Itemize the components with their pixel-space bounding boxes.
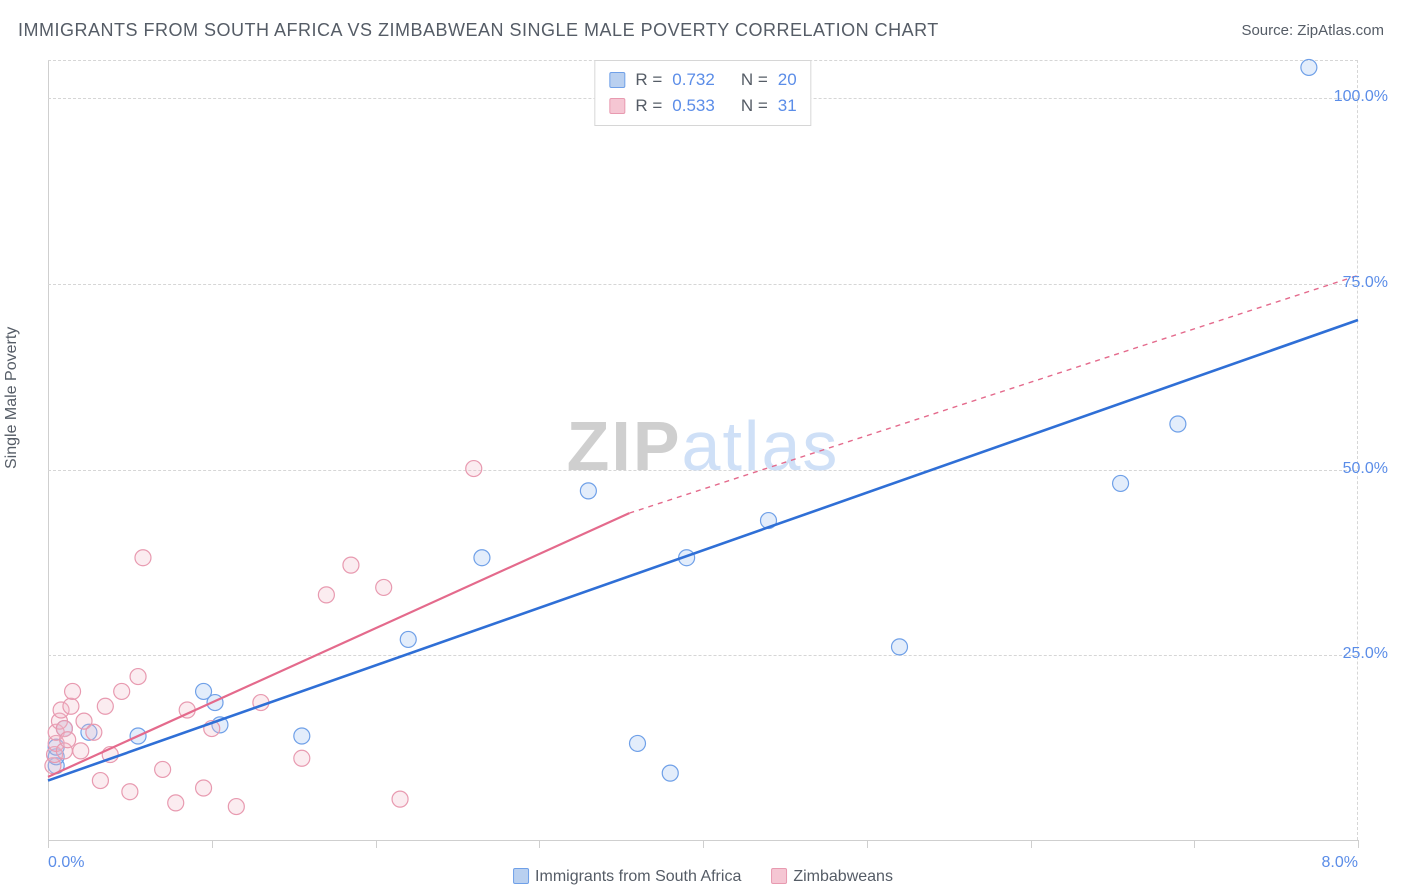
trend-line — [48, 320, 1358, 781]
stat-n-value: 20 — [778, 67, 797, 93]
x-tick — [1031, 840, 1032, 848]
scatter-point — [92, 773, 108, 789]
y-axis-label: Single Male Poverty — [3, 449, 21, 469]
x-tick-label: 0.0% — [48, 854, 84, 872]
legend-swatch — [513, 868, 529, 884]
scatter-point — [400, 631, 416, 647]
stats-row: R = 0.533 N = 31 — [609, 93, 796, 119]
scatter-point — [466, 461, 482, 477]
x-tick — [376, 840, 377, 848]
scatter-point — [376, 579, 392, 595]
scatter-point — [580, 483, 596, 499]
scatter-point — [392, 791, 408, 807]
stat-n-label: N = — [741, 67, 768, 93]
scatter-point — [343, 557, 359, 573]
scatter-point — [130, 669, 146, 685]
legend-swatch — [609, 98, 625, 114]
x-tick — [212, 840, 213, 848]
scatter-point — [1113, 475, 1129, 491]
scatter-point — [630, 735, 646, 751]
chart-title: IMMIGRANTS FROM SOUTH AFRICA VS ZIMBABWE… — [18, 20, 939, 41]
x-tick — [48, 840, 49, 848]
stats-row: R = 0.732 N = 20 — [609, 67, 796, 93]
trend-line — [48, 513, 629, 777]
bottom-legend: Immigrants from South Africa Zimbabweans — [513, 868, 893, 886]
x-tick — [867, 840, 868, 848]
legend-swatch — [609, 72, 625, 88]
legend-label: Zimbabweans — [793, 868, 893, 885]
scatter-point — [196, 780, 212, 796]
stats-legend-box: R = 0.732 N = 20 R = 0.533 N = 31 — [594, 60, 811, 126]
legend-item: Zimbabweans — [771, 868, 893, 886]
stat-r-value: 0.533 — [672, 93, 715, 119]
y-tick-label: 100.0% — [1334, 88, 1388, 106]
chart-svg — [48, 60, 1358, 840]
y-tick-label: 50.0% — [1343, 460, 1388, 478]
scatter-point — [135, 550, 151, 566]
scatter-point — [294, 728, 310, 744]
scatter-point — [114, 683, 130, 699]
stat-n-label: N = — [741, 93, 768, 119]
y-tick-label: 75.0% — [1343, 274, 1388, 292]
stat-r-label: R = — [635, 67, 662, 93]
y-tick-label: 25.0% — [1343, 645, 1388, 663]
scatter-point — [63, 698, 79, 714]
stat-n-value: 31 — [778, 93, 797, 119]
scatter-point — [474, 550, 490, 566]
legend-swatch — [771, 868, 787, 884]
scatter-point — [1170, 416, 1186, 432]
scatter-point — [65, 683, 81, 699]
scatter-point — [892, 639, 908, 655]
scatter-point — [662, 765, 678, 781]
x-tick — [703, 840, 704, 848]
scatter-point — [155, 761, 171, 777]
legend-item: Immigrants from South Africa — [513, 868, 741, 886]
scatter-point — [86, 724, 102, 740]
source-label: Source: ZipAtlas.com — [1241, 22, 1384, 39]
scatter-point — [97, 698, 113, 714]
scatter-point — [294, 750, 310, 766]
scatter-point — [1301, 59, 1317, 75]
x-tick — [539, 840, 540, 848]
trend-line-extension — [629, 275, 1358, 513]
x-tick — [1358, 840, 1359, 848]
scatter-point — [228, 799, 244, 815]
stat-r-value: 0.732 — [672, 67, 715, 93]
scatter-point — [318, 587, 334, 603]
x-tick — [1194, 840, 1195, 848]
stat-r-label: R = — [635, 93, 662, 119]
x-tick-label: 8.0% — [1322, 854, 1358, 872]
scatter-point — [168, 795, 184, 811]
scatter-point — [60, 732, 76, 748]
scatter-point — [73, 743, 89, 759]
legend-label: Immigrants from South Africa — [535, 868, 741, 885]
scatter-point — [122, 784, 138, 800]
